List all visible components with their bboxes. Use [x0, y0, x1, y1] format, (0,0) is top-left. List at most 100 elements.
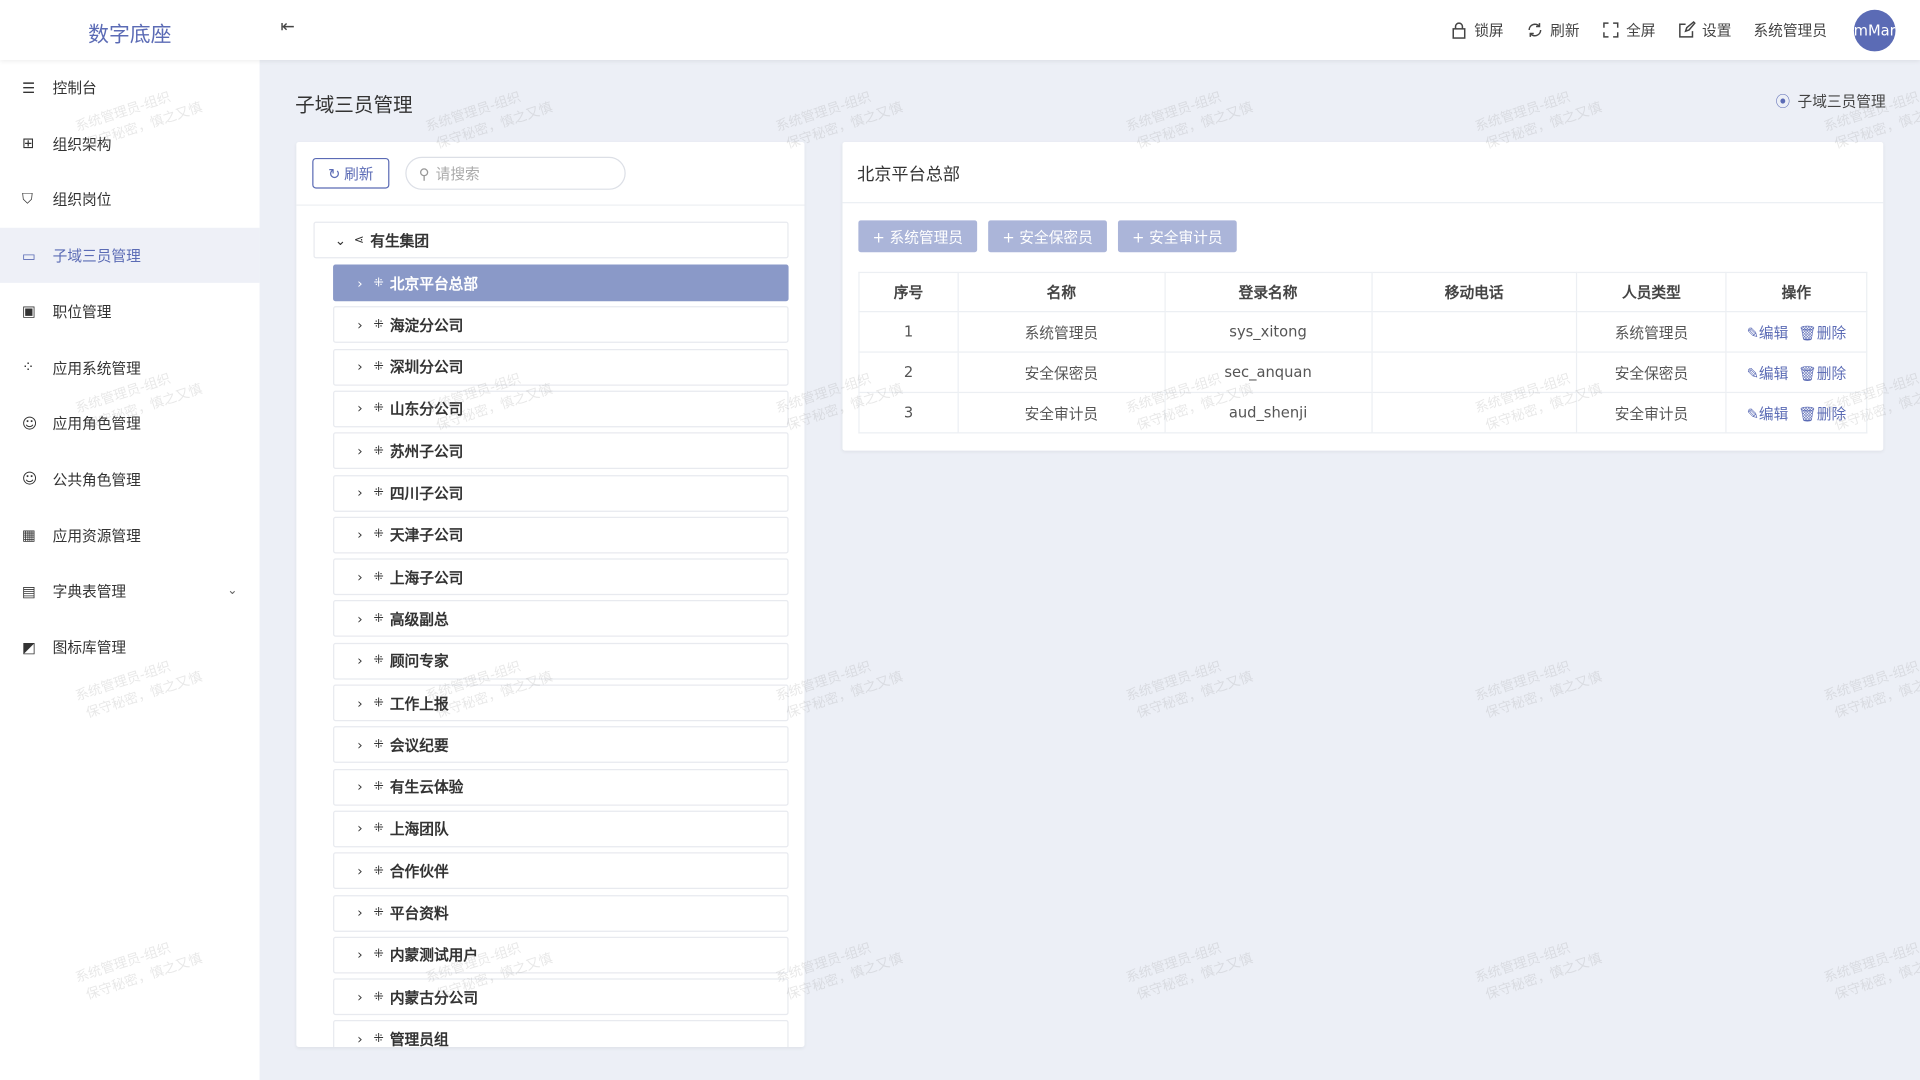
- chevron-right-icon[interactable]: ›: [357, 820, 363, 837]
- chevron-right-icon[interactable]: ›: [357, 610, 363, 627]
- tree-node[interactable]: › ⁜ 北京平台总部: [333, 264, 789, 302]
- chevron-right-icon[interactable]: ›: [357, 652, 363, 669]
- tree-node[interactable]: › ⁜ 内蒙测试用户: [333, 936, 789, 974]
- org-tree-panel: ↻刷新 ⚲ ⌄ ⋖ 有生集团 › ⁜ 北京平台总部 › ⁜ 海淀分公司 › ⁜ 深圳分公司 › ⁜ 山东分公…: [296, 142, 805, 1047]
- tree-node[interactable]: › ⁜ 海淀分公司: [333, 306, 789, 344]
- tree-node[interactable]: › ⁜ 苏州子公司: [333, 432, 789, 470]
- chevron-right-icon[interactable]: ›: [357, 568, 363, 585]
- chevron-right-icon[interactable]: ›: [357, 1030, 363, 1047]
- department-icon: ⁜: [373, 654, 384, 668]
- watermark-line: 系统管理员-组织: [1123, 88, 1224, 135]
- tree-node[interactable]: › ⁜ 深圳分公司: [333, 348, 789, 386]
- delete-button[interactable]: 🗑删除: [1798, 405, 1846, 422]
- chevron-right-icon[interactable]: ›: [357, 988, 363, 1005]
- tree-node[interactable]: › ⁜ 内蒙古分公司: [333, 978, 789, 1016]
- sidebar-item-label: 控制台: [52, 79, 97, 97]
- chevron-right-icon[interactable]: ›: [357, 526, 363, 543]
- chevron-right-icon[interactable]: ›: [357, 400, 363, 417]
- add-security-officer-button[interactable]: + 安全保密员: [988, 220, 1107, 253]
- tree-node[interactable]: › ⁜ 山东分公司: [333, 390, 789, 428]
- tree-node[interactable]: › ⁜ 合作伙伴: [333, 852, 789, 890]
- chevron-right-icon[interactable]: ›: [357, 484, 363, 501]
- chevron-right-icon[interactable]: ›: [357, 274, 363, 291]
- tree-node[interactable]: › ⁜ 会议纪要: [333, 726, 789, 764]
- tree-refresh-button[interactable]: ↻ 刷新: [312, 157, 390, 189]
- tree-node[interactable]: › ⁜ 工作上报: [333, 684, 789, 722]
- department-icon: ⁜: [373, 402, 384, 416]
- chevron-right-icon[interactable]: ›: [357, 694, 363, 711]
- chevron-right-icon[interactable]: ›: [357, 736, 363, 753]
- chevron-right-icon[interactable]: ›: [357, 778, 363, 795]
- watermark: 系统管理员-组织 保守秘密，慎之又慎: [1473, 930, 1605, 1006]
- tree-node[interactable]: › ⁜ 天津子公司: [333, 516, 789, 554]
- detail-title: 北京平台总部: [857, 165, 961, 185]
- search-input[interactable]: [435, 164, 608, 182]
- department-icon: ⁜: [373, 444, 384, 458]
- sidebar-item-10[interactable]: ◩ 图标库管理: [0, 620, 260, 675]
- tree-node-label: 上海子公司: [389, 568, 464, 587]
- cell-phone: [1370, 351, 1578, 394]
- chevron-right-icon[interactable]: ›: [357, 442, 363, 459]
- sidebar-item-4[interactable]: ▣ 职位管理: [0, 284, 260, 339]
- chevron-right-icon[interactable]: ›: [357, 862, 363, 879]
- sidebar-item-9[interactable]: ▤ 字典表管理 ⌄: [0, 564, 260, 619]
- tree-node[interactable]: › ⁜ 有生云体验: [333, 768, 789, 806]
- department-icon: ⁜: [373, 318, 384, 332]
- refresh-button[interactable]: 刷新: [1526, 20, 1580, 41]
- fullscreen-button[interactable]: 全屏: [1602, 20, 1655, 41]
- add-system-admin-button[interactable]: + 系统管理员: [858, 220, 978, 253]
- chevron-right-icon[interactable]: ›: [357, 358, 363, 375]
- settings-label: 设置: [1702, 22, 1732, 40]
- collapse-sidebar-icon[interactable]: ⇤: [280, 17, 295, 37]
- chevron-right-icon[interactable]: ›: [357, 904, 363, 921]
- cell-type: 安全审计员: [1576, 391, 1727, 434]
- tree-node[interactable]: › ⁜ 平台资料: [333, 894, 789, 932]
- delete-button[interactable]: 🗑删除: [1798, 324, 1846, 341]
- delete-label: 删除: [1816, 364, 1847, 382]
- chevron-right-icon[interactable]: ›: [357, 316, 363, 333]
- apps-icon: ⁘: [22, 358, 35, 376]
- window-icon: ▭: [22, 246, 36, 264]
- breadcrumb-item[interactable]: 子域三员管理: [1797, 93, 1886, 111]
- edit-button[interactable]: ✎编辑: [1747, 324, 1789, 341]
- tree-root-node[interactable]: ⌄ ⋖ 有生集团: [313, 221, 789, 259]
- edit-label: 编辑: [1758, 404, 1789, 422]
- department-icon: ⁜: [373, 738, 384, 752]
- tree-search[interactable]: ⚲: [405, 156, 626, 190]
- sidebar-item-label: 职位管理: [52, 303, 112, 321]
- tree-node[interactable]: › ⁜ 管理员组: [333, 1020, 789, 1047]
- department-icon: ⁜: [373, 780, 384, 794]
- delete-button[interactable]: 🗑删除: [1798, 364, 1846, 381]
- sidebar-item-6[interactable]: ☺ 应用角色管理: [0, 396, 260, 451]
- tree-node[interactable]: › ⁜ 上海子公司: [333, 558, 789, 596]
- sidebar-item-5[interactable]: ⁘ 应用系统管理: [0, 340, 260, 395]
- tree-node[interactable]: › ⁜ 顾问专家: [333, 642, 789, 680]
- avatar[interactable]: mMar: [1853, 9, 1896, 51]
- trash-icon: 🗑: [1798, 323, 1817, 342]
- refresh-label: 刷新: [1550, 22, 1580, 40]
- lock-screen-button[interactable]: 锁屏: [1450, 20, 1504, 41]
- sidebar-item-7[interactable]: ☺ 公共角色管理: [0, 452, 260, 507]
- tree-node[interactable]: › ⁜ 高级副总: [333, 600, 789, 638]
- watermark-line: 保守秘密，慎之又慎: [1483, 950, 1604, 1003]
- admin-table: 序号 名称 登录名称 移动电话 人员类型 操作 1 系统管理员 sys_xitong 系统…: [858, 271, 1868, 434]
- sidebar-item-0[interactable]: ☰ 控制台: [0, 60, 260, 115]
- edit-button[interactable]: ✎编辑: [1747, 405, 1789, 422]
- watermark-line: 保守秘密，慎之又慎: [1134, 950, 1255, 1003]
- settings-button[interactable]: 设置: [1678, 20, 1732, 41]
- sidebar-item-1[interactable]: ⊞ 组织架构: [0, 116, 260, 171]
- tree-node[interactable]: › ⁜ 四川子公司: [333, 474, 789, 512]
- edit-button[interactable]: ✎编辑: [1747, 364, 1789, 381]
- chevron-right-icon[interactable]: ›: [357, 946, 363, 963]
- tree-node[interactable]: › ⁜ 上海团队: [333, 810, 789, 848]
- chevron-down-icon[interactable]: ⌄: [334, 232, 347, 248]
- tree-node-label: 苏州子公司: [389, 442, 464, 461]
- user-menu[interactable]: 系统管理员: [1753, 22, 1827, 40]
- chevron-down-icon[interactable]: ⌄: [227, 584, 238, 598]
- watermark: 系统管理员-组织 保守秘密，慎之又慎: [1124, 649, 1256, 725]
- add-auditor-button[interactable]: + 安全审计员: [1117, 220, 1237, 253]
- sidebar-item-3[interactable]: ▭ 子域三员管理: [0, 227, 260, 283]
- sidebar-item-2[interactable]: ⛉ 组织岗位: [0, 172, 260, 227]
- sidebar-item-8[interactable]: ▦ 应用资源管理: [0, 508, 260, 563]
